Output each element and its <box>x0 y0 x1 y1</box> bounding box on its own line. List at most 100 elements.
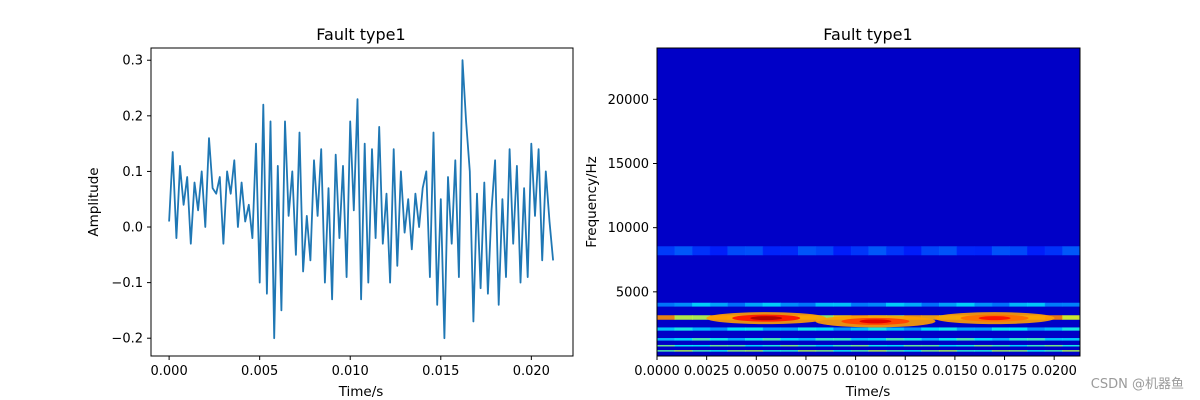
band-segment <box>833 338 852 341</box>
band-segment <box>886 246 905 256</box>
band-segment <box>850 344 869 347</box>
band-segment <box>868 246 887 256</box>
x-axis-ticks: 0.000 0.005 0.010 0.015 0.020 <box>151 356 550 379</box>
x-tick-label: 0.005 <box>241 364 278 379</box>
band-segment <box>974 344 993 347</box>
spectrogram-chart: Fault type1 0.0000 0.0025 0.0050 0.0075 0.01… <box>584 25 1081 400</box>
band-segment <box>1062 302 1080 307</box>
band-segment <box>1027 350 1046 352</box>
band-segment <box>939 327 958 331</box>
band-segment <box>815 327 834 331</box>
band-segment <box>780 350 799 352</box>
band-segment <box>709 302 728 307</box>
band-segment <box>1044 302 1063 307</box>
band-segment <box>868 344 887 347</box>
band-segment <box>868 338 887 341</box>
band-segment <box>991 344 1010 347</box>
band-segment <box>727 246 746 256</box>
frequency-band <box>657 338 1080 341</box>
y-axis-ticks: 5000 10000 15000 20000 <box>608 93 657 300</box>
band-segment <box>956 350 975 352</box>
band-segment <box>974 327 993 331</box>
band-segment <box>727 302 746 307</box>
x-tick-label: 0.0125 <box>882 364 928 379</box>
band-segment <box>709 327 728 331</box>
x-tick-label: 0.0000 <box>634 364 680 379</box>
chart-title: Fault type1 <box>316 25 405 44</box>
frequency-band <box>657 327 1080 331</box>
band-segment <box>745 327 764 331</box>
band-segment <box>1062 246 1080 256</box>
band-segment <box>745 246 764 256</box>
band-segment <box>886 302 905 307</box>
band-segment <box>991 246 1010 256</box>
band-segment <box>939 338 958 341</box>
band-segment <box>1044 344 1063 347</box>
band-segment <box>674 315 693 320</box>
band-segment <box>1062 327 1080 331</box>
band-segment <box>991 338 1010 341</box>
band-segment <box>798 338 817 341</box>
band-segment <box>868 350 887 352</box>
band-segment <box>903 338 922 341</box>
frequency-band <box>657 246 1080 256</box>
band-segment <box>991 350 1010 352</box>
band-segment <box>868 302 887 307</box>
band-segment <box>674 302 693 307</box>
band-segment <box>657 315 676 320</box>
y-tick-label: −0.2 <box>111 332 143 347</box>
axes-frame <box>656 47 1081 357</box>
x-tick-label: 0.0025 <box>684 364 730 379</box>
band-segment <box>1044 327 1063 331</box>
band-segment <box>815 344 834 347</box>
band-segment <box>833 246 852 256</box>
band-segment <box>657 302 676 307</box>
band-segment <box>1009 302 1028 307</box>
band-segment <box>745 350 764 352</box>
band-segment <box>939 246 958 256</box>
band-segment <box>974 302 993 307</box>
band-segment <box>974 350 993 352</box>
x-tick-label: 0.0075 <box>783 364 829 379</box>
y-tick-label: 0.3 <box>122 54 143 69</box>
band-segment <box>798 350 817 352</box>
band-segment <box>657 344 676 347</box>
band-segment <box>956 327 975 331</box>
x-axis-label: Time/s <box>845 384 891 400</box>
plot-area <box>168 59 554 340</box>
band-segment <box>798 246 817 256</box>
band-segment <box>939 344 958 347</box>
band-segment <box>657 327 676 331</box>
band-segment <box>798 327 817 331</box>
spectrogram-image <box>657 48 1080 356</box>
band-segment <box>939 302 958 307</box>
band-segment <box>991 302 1010 307</box>
x-tick-label: 0.0150 <box>932 364 978 379</box>
band-segment <box>1027 338 1046 341</box>
band-segment <box>1027 344 1046 347</box>
band-segment <box>903 302 922 307</box>
band-segment <box>674 350 693 352</box>
band-segment <box>815 246 834 256</box>
band-segment <box>780 344 799 347</box>
y-tick-label: 20000 <box>608 93 649 108</box>
band-segment <box>921 327 940 331</box>
band-segment <box>709 344 728 347</box>
band-segment <box>886 327 905 331</box>
band-segment <box>921 338 940 341</box>
band-segment <box>745 302 764 307</box>
band-segment <box>956 344 975 347</box>
band-segment <box>921 344 940 347</box>
frequency-band <box>657 302 1080 307</box>
band-segment <box>1062 344 1080 347</box>
band-segment <box>815 350 834 352</box>
band-segment <box>692 246 711 256</box>
x-tick-label: 0.0050 <box>734 364 780 379</box>
x-tick-label: 0.0175 <box>982 364 1028 379</box>
band-segment <box>674 344 693 347</box>
band-segment <box>921 315 940 320</box>
band-segment <box>692 302 711 307</box>
band-segment <box>1009 246 1028 256</box>
band-segment <box>727 338 746 341</box>
